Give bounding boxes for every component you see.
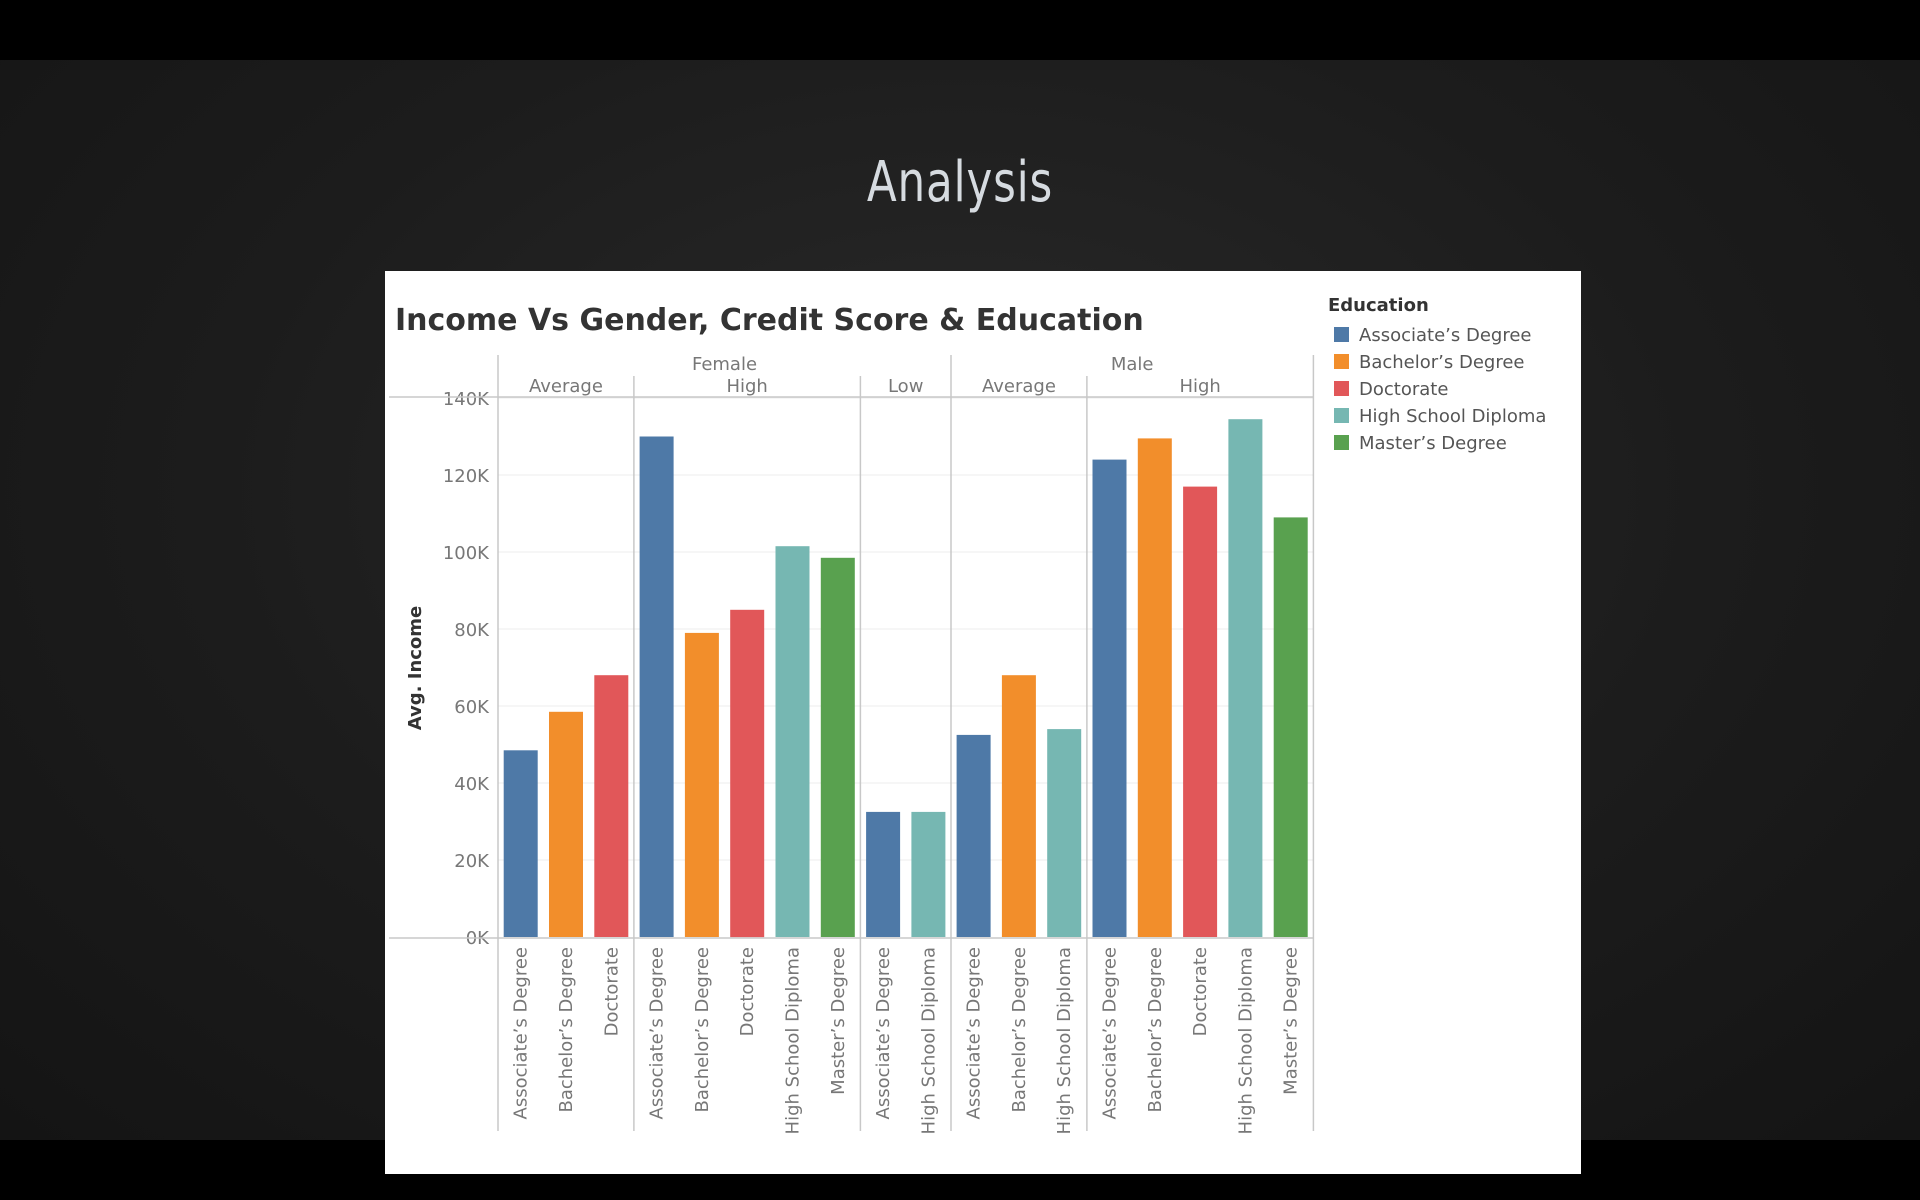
bar-female-high[interactable] [775, 546, 810, 937]
bar-female-high[interactable] [639, 436, 674, 938]
x-category-label: Doctorate [737, 947, 758, 1036]
legend-swatch [1334, 327, 1349, 342]
legend-title: Education [1328, 295, 1429, 316]
legend-item-label: Associate’s Degree [1359, 325, 1531, 346]
y-axis-label: Avg. Income [405, 606, 426, 731]
credit-score-group-label: High [1179, 376, 1220, 397]
legend-swatch [1334, 435, 1349, 450]
gender-label: Male [1111, 354, 1154, 375]
x-category-label: Associate’s Degree [511, 947, 532, 1119]
bar-male-high[interactable] [1137, 438, 1172, 937]
bar-female-average[interactable] [594, 675, 629, 937]
x-category-label: Bachelor’s Degree [556, 947, 577, 1113]
y-tick-label: 60K [454, 697, 490, 718]
bar-male-average[interactable] [1001, 675, 1036, 937]
y-tick-label: 120K [443, 466, 490, 487]
bar-male-high[interactable] [1183, 486, 1218, 937]
bar-female-average[interactable] [503, 750, 538, 937]
y-tick-label: 100K [443, 543, 490, 564]
chart-title: Income Vs Gender, Credit Score & Educati… [395, 303, 1144, 338]
y-tick-label: 20K [454, 851, 490, 872]
x-category-label: Master’s Degree [1281, 947, 1302, 1095]
x-category-label: Bachelor’s Degree [1145, 947, 1166, 1113]
x-category-label: Associate’s Degree [647, 947, 668, 1119]
x-category-label: Doctorate [1190, 947, 1211, 1036]
slide-background: Analysis Income Vs Gender, Credit Score … [0, 60, 1920, 1174]
x-category-label: Associate’s Degree [964, 947, 985, 1119]
credit-score-group-label: Average [982, 376, 1056, 397]
bar-male-high[interactable] [1228, 419, 1263, 937]
legend-item-label: Doctorate [1359, 379, 1448, 400]
x-category-label: High School Diploma [918, 947, 939, 1134]
x-category-label: High School Diploma [1235, 947, 1256, 1134]
bar-female-average[interactable] [549, 711, 583, 937]
bar-male-high[interactable] [1092, 459, 1127, 937]
x-category-label: Associate’s Degree [1100, 947, 1121, 1119]
gender-label: Female [692, 354, 757, 375]
bar-male-high[interactable] [1273, 517, 1308, 937]
credit-score-group-label: Average [529, 376, 603, 397]
legend-item-label: Bachelor’s Degree [1359, 352, 1525, 373]
x-category-label: Associate’s Degree [873, 947, 894, 1119]
x-category-label: High School Diploma [783, 947, 804, 1134]
legend-item-label: High School Diploma [1359, 406, 1546, 427]
x-category-label: High School Diploma [1054, 947, 1075, 1134]
x-category-label: Master’s Degree [828, 947, 849, 1095]
bar-female-low[interactable] [911, 811, 946, 937]
y-tick-label: 140K [443, 389, 490, 410]
income-bar-chart: Income Vs Gender, Credit Score & Educati… [389, 295, 1546, 1134]
x-category-label: Bachelor’s Degree [692, 947, 713, 1113]
x-category-label: Bachelor’s Degree [1009, 947, 1030, 1113]
credit-score-group-label: Low [888, 376, 923, 397]
legend-swatch [1334, 381, 1349, 396]
bar-male-average[interactable] [956, 734, 991, 937]
credit-score-group-label: High [726, 376, 767, 397]
y-tick-label: 80K [454, 620, 490, 641]
chart-card: Income Vs Gender, Credit Score & Educati… [385, 271, 1581, 1174]
bar-female-low[interactable] [866, 811, 901, 937]
y-tick-label: 40K [454, 774, 490, 795]
bar-male-average[interactable] [1047, 729, 1082, 937]
bar-female-high[interactable] [730, 609, 765, 938]
legend-swatch [1334, 354, 1349, 369]
bar-female-high[interactable] [820, 557, 855, 937]
x-category-label: Doctorate [601, 947, 622, 1036]
bar-female-high[interactable] [684, 632, 719, 937]
legend-item-label: Master’s Degree [1359, 433, 1507, 454]
slide-title: Analysis [866, 150, 1054, 215]
legend-swatch [1334, 408, 1349, 423]
